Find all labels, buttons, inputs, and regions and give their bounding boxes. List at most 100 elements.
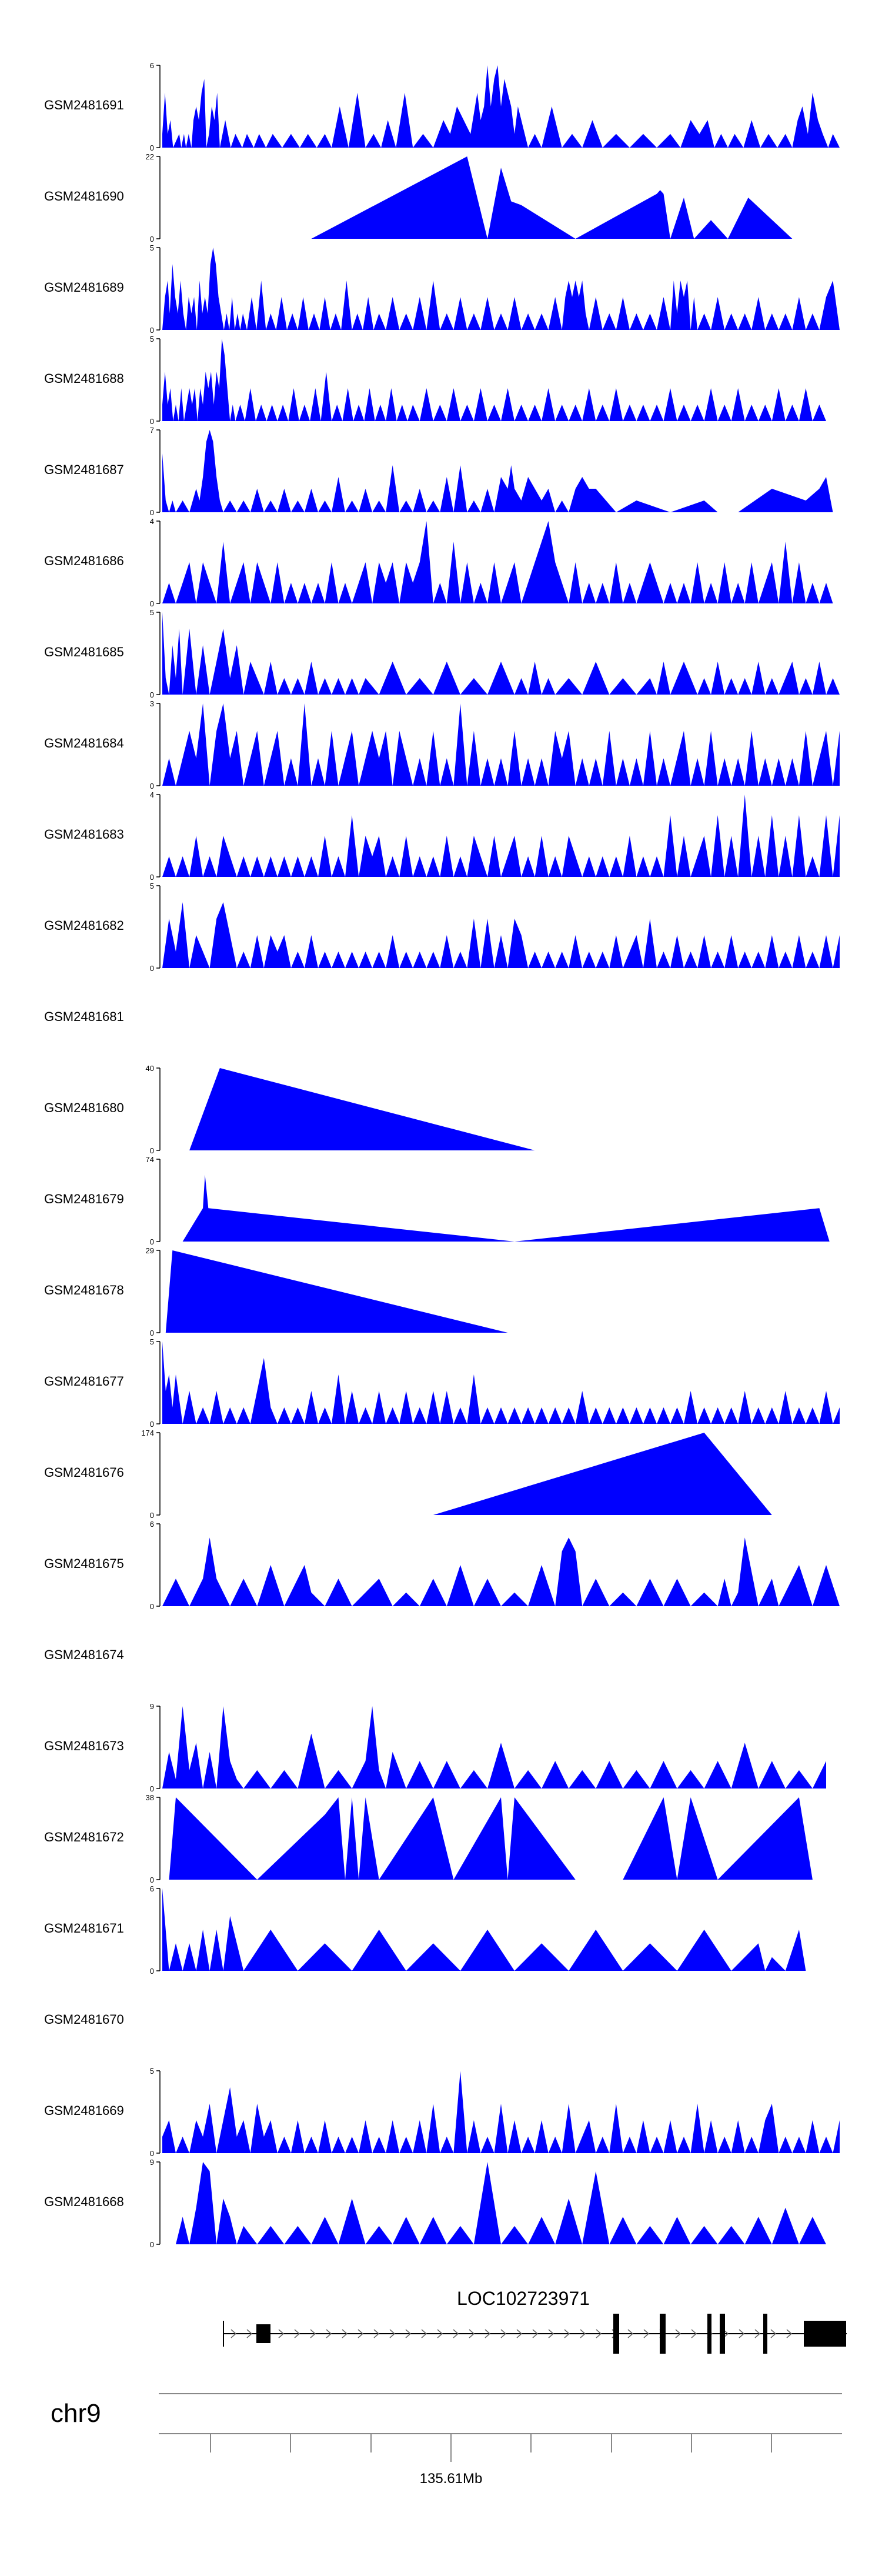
- y-axis-min-label: 0: [150, 599, 154, 608]
- strand-arrow-icon: [691, 2329, 697, 2338]
- coverage-area: [162, 1888, 813, 1971]
- coverage-area: [162, 339, 833, 421]
- track-label: GSM2481671: [44, 1921, 124, 1936]
- track-GSM2481674: GSM2481674: [44, 1647, 124, 1662]
- track-GSM2481670: GSM2481670: [44, 2012, 124, 2027]
- y-axis-min-label: 0: [150, 782, 154, 790]
- strand-arrow-icon: [326, 2329, 332, 2338]
- strand-arrow-icon: [564, 2329, 570, 2338]
- track-label: GSM2481688: [44, 371, 124, 386]
- track-GSM2481677: GSM2481677 5 0: [44, 1337, 840, 1429]
- strand-arrow-icon: [739, 2329, 745, 2338]
- gene-exon: [613, 2314, 619, 2354]
- y-axis-min-label: 0: [150, 1876, 154, 1884]
- track-GSM2481682: GSM2481682 5 0: [44, 882, 840, 973]
- y-axis-max-label: 40: [146, 1064, 154, 1073]
- coverage-area: [162, 65, 840, 148]
- y-axis-max-label: 5: [150, 243, 154, 252]
- track-stack: GSM248169160GSM2481690220GSM248168950GSM…: [44, 61, 840, 2249]
- track-GSM2481675: GSM2481675 6 0: [44, 1520, 840, 1611]
- coverage-area: [162, 430, 833, 512]
- strand-arrow-icon: [580, 2329, 586, 2338]
- chromosome-axis: chr9 135.61Mb: [51, 2393, 842, 2487]
- track-label: GSM2481677: [44, 1374, 124, 1389]
- y-axis-max-label: 174: [141, 1429, 154, 1437]
- coverage-area: [162, 1342, 840, 1424]
- strand-arrow-icon: [310, 2329, 316, 2338]
- gene-exon: [804, 2321, 846, 2347]
- coverage-area: [165, 1250, 508, 1333]
- y-axis-max-label: 6: [150, 61, 154, 70]
- track-GSM2481685: GSM2481685 5 0: [44, 608, 840, 699]
- y-axis-max-label: 6: [150, 1884, 154, 1893]
- y-axis-max-label: 3: [150, 699, 154, 708]
- track-label: GSM2481691: [44, 98, 124, 112]
- strand-arrow-icon: [342, 2329, 348, 2338]
- y-axis-max-label: 38: [146, 1793, 154, 1802]
- track-GSM2481688: GSM2481688 5 0: [44, 335, 833, 426]
- strand-arrow-icon: [627, 2329, 634, 2338]
- y-axis-max-label: 9: [150, 1702, 154, 1711]
- y-axis-min-label: 0: [150, 1602, 154, 1611]
- track-label: GSM2481674: [44, 1647, 124, 1662]
- y-axis-min-label: 0: [150, 690, 154, 699]
- y-axis-max-label: 74: [146, 1155, 154, 1164]
- track-GSM2481671: GSM2481671 6 0: [44, 1884, 813, 1976]
- track-GSM2481673: GSM2481673 9 0: [44, 1702, 826, 1793]
- coverage-area: [433, 1433, 772, 1515]
- strand-arrow-icon: [246, 2329, 253, 2338]
- y-axis-max-label: 5: [150, 2067, 154, 2076]
- track-GSM2481690: GSM2481690 22 0: [44, 152, 793, 243]
- y-axis-max-label: 7: [150, 426, 154, 435]
- strand-arrow-icon: [469, 2329, 475, 2338]
- strand-arrow-icon: [373, 2329, 380, 2338]
- y-axis-min-label: 0: [150, 417, 154, 426]
- y-axis-min-label: 0: [150, 508, 154, 517]
- gene-exon: [707, 2314, 711, 2354]
- y-axis-max-label: 5: [150, 335, 154, 343]
- coverage-area: [162, 1706, 826, 1788]
- y-axis-min-label: 0: [150, 1237, 154, 1246]
- strand-arrow-icon: [754, 2329, 761, 2338]
- track-label: GSM2481669: [44, 2103, 124, 2118]
- y-axis-min-label: 0: [150, 1784, 154, 1793]
- y-axis-min-label: 0: [150, 1420, 154, 1429]
- y-axis-max-label: 6: [150, 1520, 154, 1529]
- y-axis-max-label: 22: [146, 152, 154, 161]
- y-axis-min-label: 0: [150, 2149, 154, 2158]
- track-label: GSM2481681: [44, 1009, 124, 1024]
- strand-arrow-icon: [278, 2329, 285, 2338]
- track-GSM2481683: GSM2481683 4 0: [44, 790, 840, 882]
- track-label: GSM2481675: [44, 1556, 124, 1571]
- track-label: GSM2481685: [44, 645, 124, 659]
- track-GSM2481686: GSM2481686 4 0: [44, 517, 840, 608]
- y-axis-max-label: 29: [146, 1246, 154, 1255]
- y-axis-max-label: 9: [150, 2158, 154, 2167]
- track-label: GSM2481676: [44, 1465, 124, 1480]
- coverage-area: [162, 2071, 840, 2153]
- coverage-area: [162, 248, 840, 330]
- axis-tick-label: 135.61Mb: [420, 2471, 483, 2487]
- track-GSM2481672: GSM2481672 38 0: [44, 1793, 840, 1884]
- strand-arrow-icon: [532, 2329, 539, 2338]
- track-label: GSM2481689: [44, 280, 124, 295]
- y-axis-min-label: 0: [150, 1967, 154, 1976]
- coverage-area: [162, 1537, 840, 1606]
- strand-arrow-icon: [358, 2329, 364, 2338]
- track-label: GSM2481673: [44, 1739, 124, 1753]
- coverage-area: [162, 795, 840, 877]
- strand-arrow-icon: [516, 2329, 523, 2338]
- y-axis-max-label: 5: [150, 882, 154, 890]
- track-GSM2481684: GSM2481684 3 0: [44, 699, 840, 790]
- strand-arrow-icon: [294, 2329, 300, 2338]
- strand-arrow-icon: [405, 2329, 412, 2338]
- strand-arrow-icon: [389, 2329, 396, 2338]
- strand-arrow-icon: [485, 2329, 491, 2338]
- y-axis-min-label: 0: [150, 964, 154, 973]
- strand-arrow-icon: [548, 2329, 554, 2338]
- track-GSM2481689: GSM2481689 5 0: [44, 243, 840, 335]
- coverage-area: [162, 521, 840, 603]
- strand-arrow-icon: [500, 2329, 507, 2338]
- track-GSM2481679: GSM2481679 74 0: [44, 1155, 830, 1246]
